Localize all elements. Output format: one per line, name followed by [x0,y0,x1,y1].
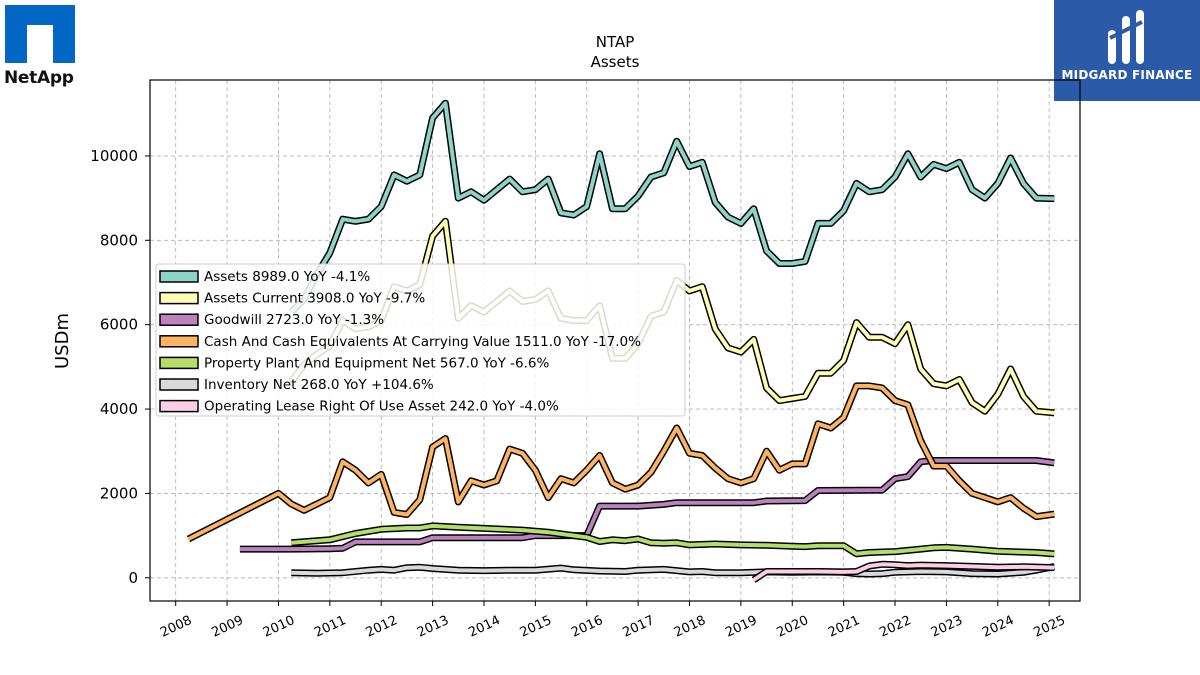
series-line [289,101,1055,314]
x-tick-label: 2015 [518,613,554,641]
legend: Assets 8989.0 YoY -4.1% Assets Current 39… [155,263,686,417]
legend-label: Assets Current 3908.0 YoY -9.7% [204,291,425,307]
chart-title: NTAP [596,33,635,51]
series-4 [291,522,1055,558]
y-axis-label: USDm [52,313,73,369]
midgard-finance-logo: MIDGARD FINANCE [1054,0,1200,101]
x-tick-label: 2014 [466,613,502,641]
y-axis-ticks: 0 2000 4000 6000 8000 10000 [90,147,150,587]
series-line [291,523,1055,556]
series-3 [186,382,1055,543]
legend-label: Cash And Cash Equivalents At Carrying Va… [204,334,641,350]
legend-label: Property Plant And Equipment Net 567.0 Y… [204,355,549,371]
netapp-logo: NetApp [0,0,90,95]
y-tick-label: 10000 [90,147,138,165]
x-tick-label: 2020 [775,613,811,641]
y-tick-label: 2000 [100,484,138,502]
legend-swatch [159,378,199,391]
legend-swatch [159,313,199,326]
x-tick-label: 2008 [158,613,194,641]
series-line [187,383,1055,541]
y-tick-label: 6000 [100,316,138,334]
chart-subtitle: Assets [591,53,640,71]
y-tick-label: 0 [128,569,138,587]
x-tick-label: 2021 [826,613,862,641]
y-tick-label: 8000 [100,231,138,249]
plot-frame [149,79,1081,602]
x-tick-label: 2012 [364,613,400,641]
series-6 [751,560,1055,583]
midgard-logo-icon [1108,10,1144,64]
x-tick-label: 2018 [672,613,708,641]
legend-label: Goodwill 2723.0 YoY -1.3% [204,312,384,328]
x-tick-label: 2013 [415,613,451,641]
x-tick-label: 2016 [569,613,605,641]
legend-swatch [159,335,199,348]
legend-swatch [159,270,199,283]
x-axis-ticks: 2008 2009 2010 2011 2012 2013 2014 2015 2016 2017… [158,601,1068,641]
series-line [752,562,1055,582]
netapp-logo-text: NetApp [4,68,74,88]
x-tick-label: 2017 [620,613,656,641]
legend-box [155,263,686,417]
x-tick-label: 2025 [1032,613,1068,641]
midgard-logo-text: MIDGARD FINANCE [1061,68,1193,82]
y-tick-label: 4000 [100,400,138,418]
series-line [291,564,1055,576]
x-tick-label: 2019 [723,613,759,641]
x-tick-label: 2011 [312,613,348,641]
series-2 [239,457,1055,553]
series-5 [291,563,1056,578]
x-tick-label: 2009 [209,613,245,641]
legend-swatch [159,399,199,413]
legend-label: Assets 8989.0 YoY -4.1% [204,269,370,285]
x-tick-label: 2024 [980,613,1016,641]
legend-swatch [159,291,199,305]
series-lines [186,99,1056,583]
legend-swatch [159,356,199,370]
legend-label: Inventory Net 268.0 YoY +104.6% [204,377,434,393]
x-tick-label: 2023 [929,613,965,641]
x-tick-label: 2022 [877,613,913,641]
legend-label: Operating Lease Right Of Use Asset 242.0… [204,399,559,415]
series-line [239,458,1055,552]
x-tick-label: 2010 [261,613,297,641]
netapp-logo-icon [5,5,75,63]
series-0 [288,99,1055,315]
